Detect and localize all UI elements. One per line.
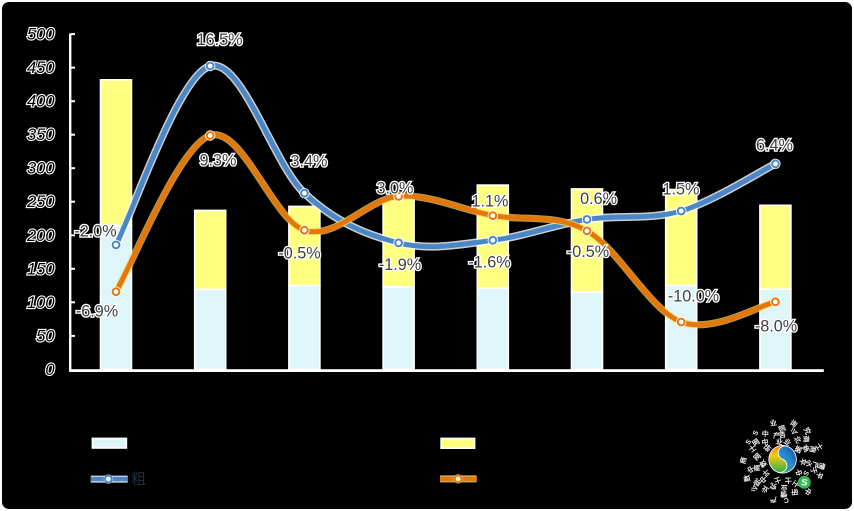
svg-text:业: 业	[782, 436, 793, 447]
svg-text:业: 业	[780, 483, 787, 492]
svg-text:0.6%: 0.6%	[580, 190, 617, 208]
svg-text:钢材产量增速: 钢材产量增速	[480, 471, 570, 488]
svg-text:3.4%: 3.4%	[291, 153, 328, 171]
svg-text:中: 中	[802, 486, 813, 497]
svg-text:叶: 叶	[803, 459, 814, 469]
svg-text:数: 数	[757, 457, 769, 469]
svg-text:数: 数	[742, 473, 752, 482]
svg-text:450: 450	[27, 59, 55, 77]
svg-text:150: 150	[27, 260, 55, 278]
svg-text:9.3%: 9.3%	[200, 152, 237, 170]
svg-text:商: 商	[801, 435, 811, 443]
svg-text:中: 中	[794, 467, 804, 478]
svg-text:产: 产	[770, 495, 777, 504]
svg-text:据: 据	[793, 444, 803, 455]
svg-text:平: 平	[814, 471, 824, 480]
svg-text:士: 士	[773, 475, 783, 486]
svg-text:士: 士	[814, 441, 825, 452]
svg-text:6.4%: 6.4%	[756, 137, 793, 155]
svg-text:院: 院	[777, 423, 787, 434]
svg-text:院: 院	[752, 477, 763, 488]
svg-text:0: 0	[45, 361, 55, 379]
svg-text:业: 业	[775, 437, 784, 447]
svg-text:300: 300	[27, 160, 55, 178]
svg-text:情: 情	[816, 462, 827, 471]
svg-text:500: 500	[27, 26, 55, 44]
svg-text:研: 研	[791, 487, 799, 496]
svg-text:16.5%: 16.5%	[197, 31, 243, 49]
svg-text:50: 50	[36, 327, 55, 345]
svg-text:400: 400	[27, 93, 55, 111]
svg-text:业: 业	[769, 418, 777, 428]
svg-text:-1.9%: -1.9%	[379, 256, 421, 274]
svg-text:业: 业	[760, 484, 771, 495]
svg-text:350: 350	[27, 126, 55, 144]
svg-text:1.5%: 1.5%	[663, 181, 700, 199]
svg-text:网: 网	[751, 437, 761, 448]
svg-text:商: 商	[752, 464, 762, 472]
svg-text:C: C	[783, 496, 789, 504]
svg-text:-2.0%: -2.0%	[74, 222, 116, 240]
svg-text:商: 商	[808, 445, 818, 453]
svg-text:询: 询	[788, 418, 799, 429]
svg-text:中: 中	[762, 429, 769, 438]
svg-text:士: 士	[785, 476, 792, 485]
svg-text:生铁产量（万吨）: 生铁产量（万吨）	[131, 433, 251, 450]
svg-text:钢材产量（万吨）: 钢材产量（万吨）	[480, 433, 600, 450]
svg-text:粗钢产量（万吨）: 粗钢产量（万吨）	[131, 471, 251, 488]
svg-text:士: 士	[790, 478, 801, 489]
svg-text:究: 究	[769, 481, 778, 491]
svg-text:情: 情	[780, 490, 787, 499]
svg-text:S: S	[801, 469, 810, 477]
svg-text:-0.5%: -0.5%	[567, 243, 609, 261]
svg-text:中: 中	[745, 464, 756, 475]
svg-text:网: 网	[752, 452, 763, 463]
svg-text:中: 中	[761, 437, 769, 447]
svg-text:北: 北	[792, 434, 803, 445]
svg-text:S: S	[745, 438, 754, 446]
svg-text:-6.9%: -6.9%	[76, 303, 118, 321]
svg-text:1.1%: 1.1%	[472, 193, 509, 211]
svg-text:么: 么	[790, 426, 799, 436]
svg-text:究: 究	[802, 426, 813, 436]
svg-text:100: 100	[27, 294, 55, 312]
svg-text:S: S	[752, 429, 761, 437]
svg-text:250: 250	[26, 193, 55, 211]
svg-text:产: 产	[773, 431, 780, 440]
svg-text:3.0%: 3.0%	[377, 180, 414, 198]
svg-text:-1.6%: -1.6%	[468, 254, 510, 272]
svg-text:商: 商	[800, 443, 811, 454]
svg-text:咨: 咨	[778, 430, 787, 440]
svg-text:产: 产	[810, 461, 820, 469]
svg-text:平: 平	[797, 457, 806, 466]
svg-text:么: 么	[748, 483, 759, 494]
svg-text:士: 士	[747, 443, 758, 454]
svg-text:于: 于	[808, 466, 818, 475]
svg-text:-8.0%: -8.0%	[755, 318, 797, 336]
svg-text:-10.0%: -10.0%	[668, 288, 719, 306]
svg-text:中: 中	[758, 474, 769, 485]
svg-text:-0.5%: -0.5%	[278, 244, 320, 262]
svg-text:200: 200	[26, 227, 55, 245]
svg-text:商: 商	[738, 456, 749, 465]
svg-text:S: S	[801, 478, 808, 489]
svg-text:研: 研	[763, 443, 774, 454]
svg-text:叶: 叶	[761, 467, 772, 478]
